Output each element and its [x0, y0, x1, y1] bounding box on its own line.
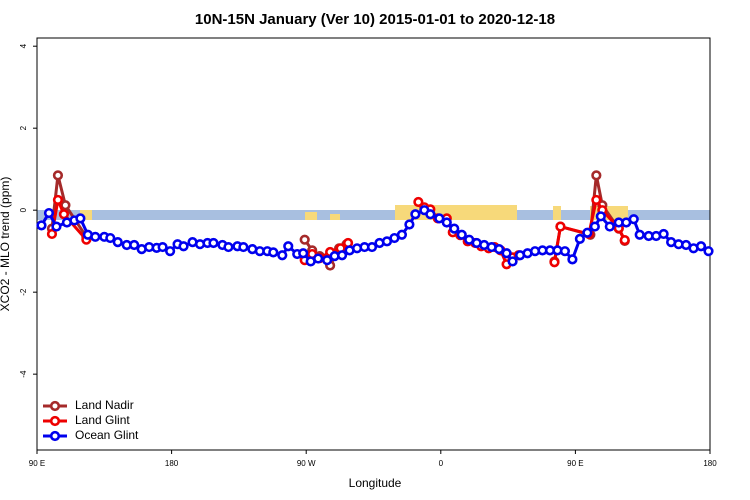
point	[52, 194, 64, 206]
point	[238, 241, 249, 253]
point	[501, 248, 512, 259]
point	[559, 246, 571, 257]
point	[208, 237, 219, 249]
y-tick-label: 2	[19, 125, 28, 130]
point	[604, 221, 615, 232]
point	[404, 219, 415, 230]
point	[591, 194, 602, 206]
point	[336, 250, 348, 261]
point	[456, 229, 467, 240]
point	[494, 244, 505, 255]
point	[591, 170, 602, 181]
point	[157, 241, 168, 253]
point	[425, 209, 436, 220]
point	[507, 256, 518, 267]
legend-marker	[49, 400, 61, 412]
series-line	[50, 194, 627, 268]
ocean-band	[37, 210, 710, 220]
legend-label: Ocean Glint	[75, 428, 139, 442]
point	[410, 209, 421, 220]
point	[658, 228, 669, 240]
legend-marker	[49, 430, 61, 442]
point	[703, 246, 714, 257]
point	[165, 246, 176, 257]
y-tick-label: 0	[19, 207, 28, 212]
point	[299, 234, 310, 245]
point	[51, 221, 62, 232]
point	[567, 254, 578, 265]
x-tick-label: 0	[439, 459, 444, 468]
point	[322, 255, 333, 266]
point	[178, 241, 189, 252]
point	[549, 257, 560, 268]
plot-frame	[36, 37, 711, 451]
point	[589, 221, 600, 232]
point	[555, 221, 566, 232]
y-tick-label: -2	[19, 288, 28, 296]
x-tick-label: 90 E	[29, 459, 45, 468]
point	[449, 223, 460, 234]
legend-label: Land Glint	[75, 413, 130, 427]
y-axis-label: XCO2 - MLO trend (ppm)	[0, 177, 12, 312]
x-tick-label: 90 W	[297, 459, 316, 468]
land-patch	[330, 214, 340, 220]
point	[112, 237, 123, 248]
x-axis-label: Longitude	[349, 476, 402, 490]
point	[52, 170, 64, 181]
point	[595, 211, 606, 222]
point	[628, 214, 639, 225]
point	[283, 241, 294, 252]
point	[434, 213, 445, 224]
point	[441, 217, 452, 228]
point	[46, 228, 58, 240]
point	[634, 229, 645, 240]
land-patch	[80, 210, 92, 220]
point	[582, 227, 593, 238]
point	[58, 209, 70, 220]
series	[36, 205, 714, 267]
land-patch	[553, 206, 561, 220]
point	[413, 196, 424, 208]
point	[396, 229, 408, 240]
land-patch	[305, 212, 317, 220]
point	[298, 248, 309, 259]
point	[366, 241, 378, 253]
point	[619, 235, 630, 246]
point	[75, 213, 86, 224]
y-tick-label: -4	[19, 370, 28, 378]
point	[90, 231, 101, 242]
point	[105, 232, 116, 244]
point	[268, 247, 279, 258]
x-tick-label: 90 E	[567, 459, 583, 468]
chart-title: 10N-15N January (Ver 10) 2015-01-01 to 2…	[195, 11, 555, 28]
point	[313, 253, 324, 264]
point	[277, 250, 288, 261]
x-tick-label: 180	[703, 459, 717, 468]
point	[223, 241, 234, 253]
point	[36, 220, 47, 231]
y-tick-label: 4	[19, 43, 28, 48]
point	[43, 207, 55, 219]
legend-marker	[49, 415, 61, 427]
point	[574, 233, 585, 244]
point	[129, 239, 140, 251]
x-tick-label: 180	[165, 459, 179, 468]
legend-label: Land Nadir	[75, 398, 134, 412]
point	[695, 241, 707, 252]
